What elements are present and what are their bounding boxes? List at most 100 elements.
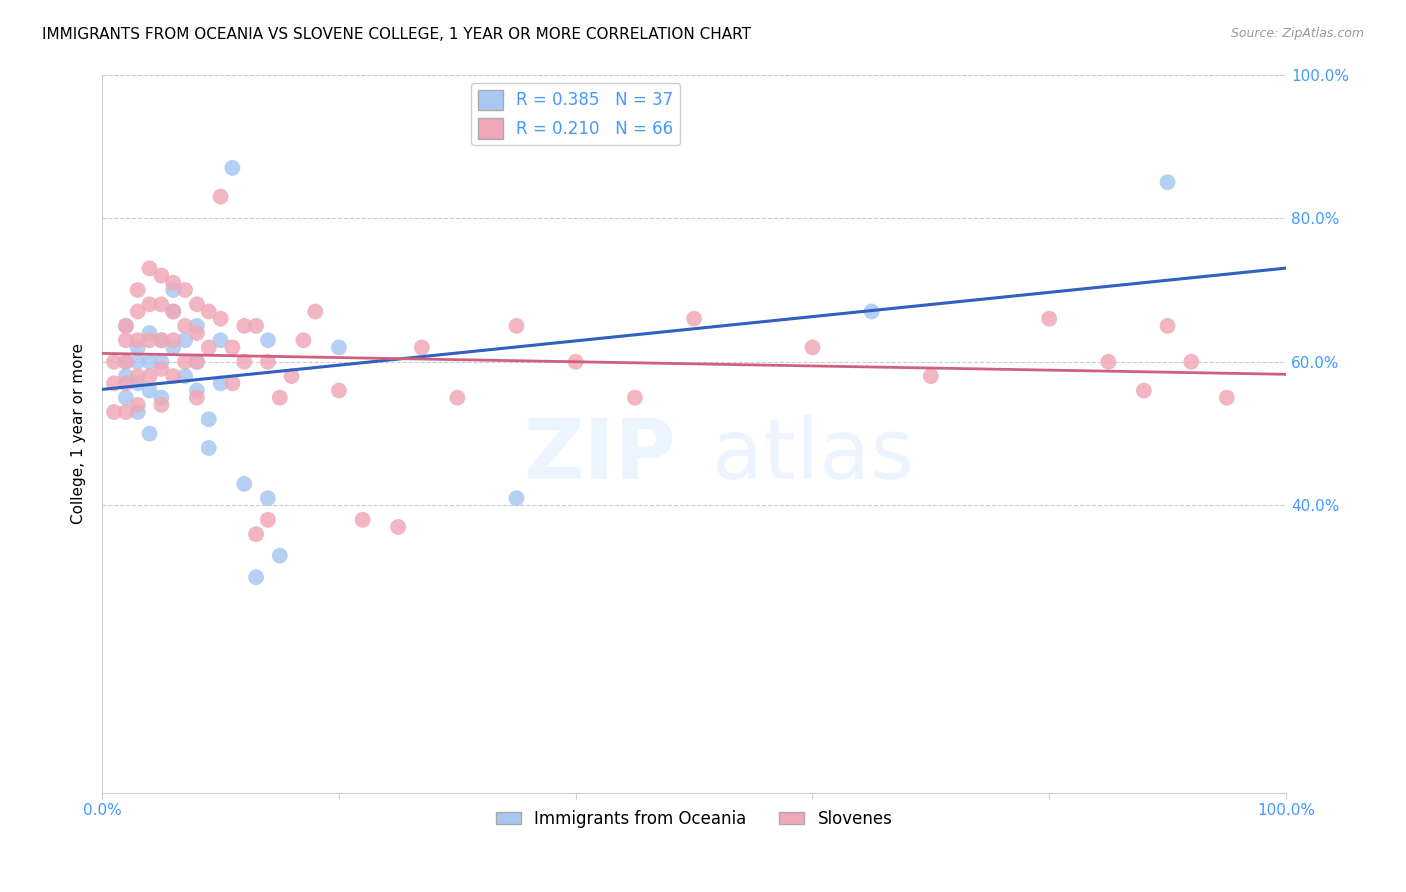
Point (162, 276, 184, 290)
Point (280, 369, 302, 384)
Point (103, 376, 125, 391)
Point (624, 391, 647, 405)
Point (127, 376, 149, 391)
Point (801, 340, 824, 354)
Point (209, 376, 232, 391)
Point (233, 355, 256, 369)
Point (221, 161, 243, 175)
Point (127, 283, 149, 297)
Point (257, 513, 280, 527)
Text: ZIP: ZIP (523, 415, 676, 496)
Point (328, 340, 350, 354)
Point (162, 340, 184, 354)
Point (209, 189, 232, 203)
Point (174, 318, 197, 333)
Point (186, 391, 208, 405)
Point (328, 384, 350, 398)
Point (150, 333, 173, 347)
Point (138, 426, 160, 441)
Point (115, 318, 138, 333)
Point (269, 549, 291, 563)
Point (209, 333, 232, 347)
Point (115, 369, 138, 384)
Point (115, 391, 138, 405)
Point (174, 355, 197, 369)
Point (150, 362, 173, 376)
Y-axis label: College, 1 year or more: College, 1 year or more (72, 343, 86, 524)
Text: IMMIGRANTS FROM OCEANIA VS SLOVENE COLLEGE, 1 YEAR OR MORE CORRELATION CHART: IMMIGRANTS FROM OCEANIA VS SLOVENE COLLE… (42, 27, 751, 42)
Point (127, 355, 149, 369)
Point (150, 333, 173, 347)
Point (103, 355, 125, 369)
Point (221, 376, 243, 391)
Point (411, 340, 433, 354)
Point (197, 340, 219, 354)
Point (245, 318, 267, 333)
Point (127, 405, 149, 419)
Point (162, 333, 184, 347)
Text: Source: ZipAtlas.com: Source: ZipAtlas.com (1230, 27, 1364, 40)
Point (186, 355, 208, 369)
Point (127, 333, 149, 347)
Legend: Immigrants from Oceania, Slovenes: Immigrants from Oceania, Slovenes (489, 804, 900, 835)
Point (257, 355, 280, 369)
Point (138, 297, 160, 311)
Text: atlas: atlas (711, 415, 914, 496)
Point (174, 369, 197, 384)
Point (162, 283, 184, 297)
Point (245, 570, 267, 584)
Point (138, 261, 160, 276)
Point (115, 376, 138, 391)
Point (138, 333, 160, 347)
Point (115, 355, 138, 369)
Point (197, 441, 219, 455)
Point (174, 283, 197, 297)
Point (138, 355, 160, 369)
Point (860, 304, 883, 318)
Point (127, 369, 149, 384)
Point (1180, 355, 1202, 369)
Point (564, 355, 586, 369)
Point (115, 318, 138, 333)
Point (115, 405, 138, 419)
Point (150, 398, 173, 412)
Point (186, 384, 208, 398)
Point (186, 318, 208, 333)
Point (150, 268, 173, 283)
Point (257, 333, 280, 347)
Point (233, 318, 256, 333)
Point (221, 340, 243, 354)
Point (446, 391, 468, 405)
Point (197, 304, 219, 318)
Point (387, 520, 409, 534)
Point (1038, 311, 1060, 326)
Point (505, 491, 527, 506)
Point (150, 297, 173, 311)
Point (1216, 391, 1239, 405)
Point (245, 527, 267, 541)
Point (1097, 355, 1119, 369)
Point (174, 333, 197, 347)
Point (1156, 175, 1178, 189)
Point (352, 513, 374, 527)
Point (505, 318, 527, 333)
Point (115, 355, 138, 369)
Point (115, 333, 138, 347)
Point (186, 326, 208, 340)
Point (150, 355, 173, 369)
Point (292, 333, 315, 347)
Point (162, 304, 184, 318)
Point (186, 297, 208, 311)
Point (209, 311, 232, 326)
Point (162, 304, 184, 318)
Point (186, 355, 208, 369)
Point (233, 476, 256, 491)
Point (103, 405, 125, 419)
Point (1133, 384, 1156, 398)
Point (197, 412, 219, 426)
Point (162, 369, 184, 384)
Point (150, 391, 173, 405)
Point (127, 340, 149, 354)
Point (683, 311, 706, 326)
Point (269, 391, 291, 405)
